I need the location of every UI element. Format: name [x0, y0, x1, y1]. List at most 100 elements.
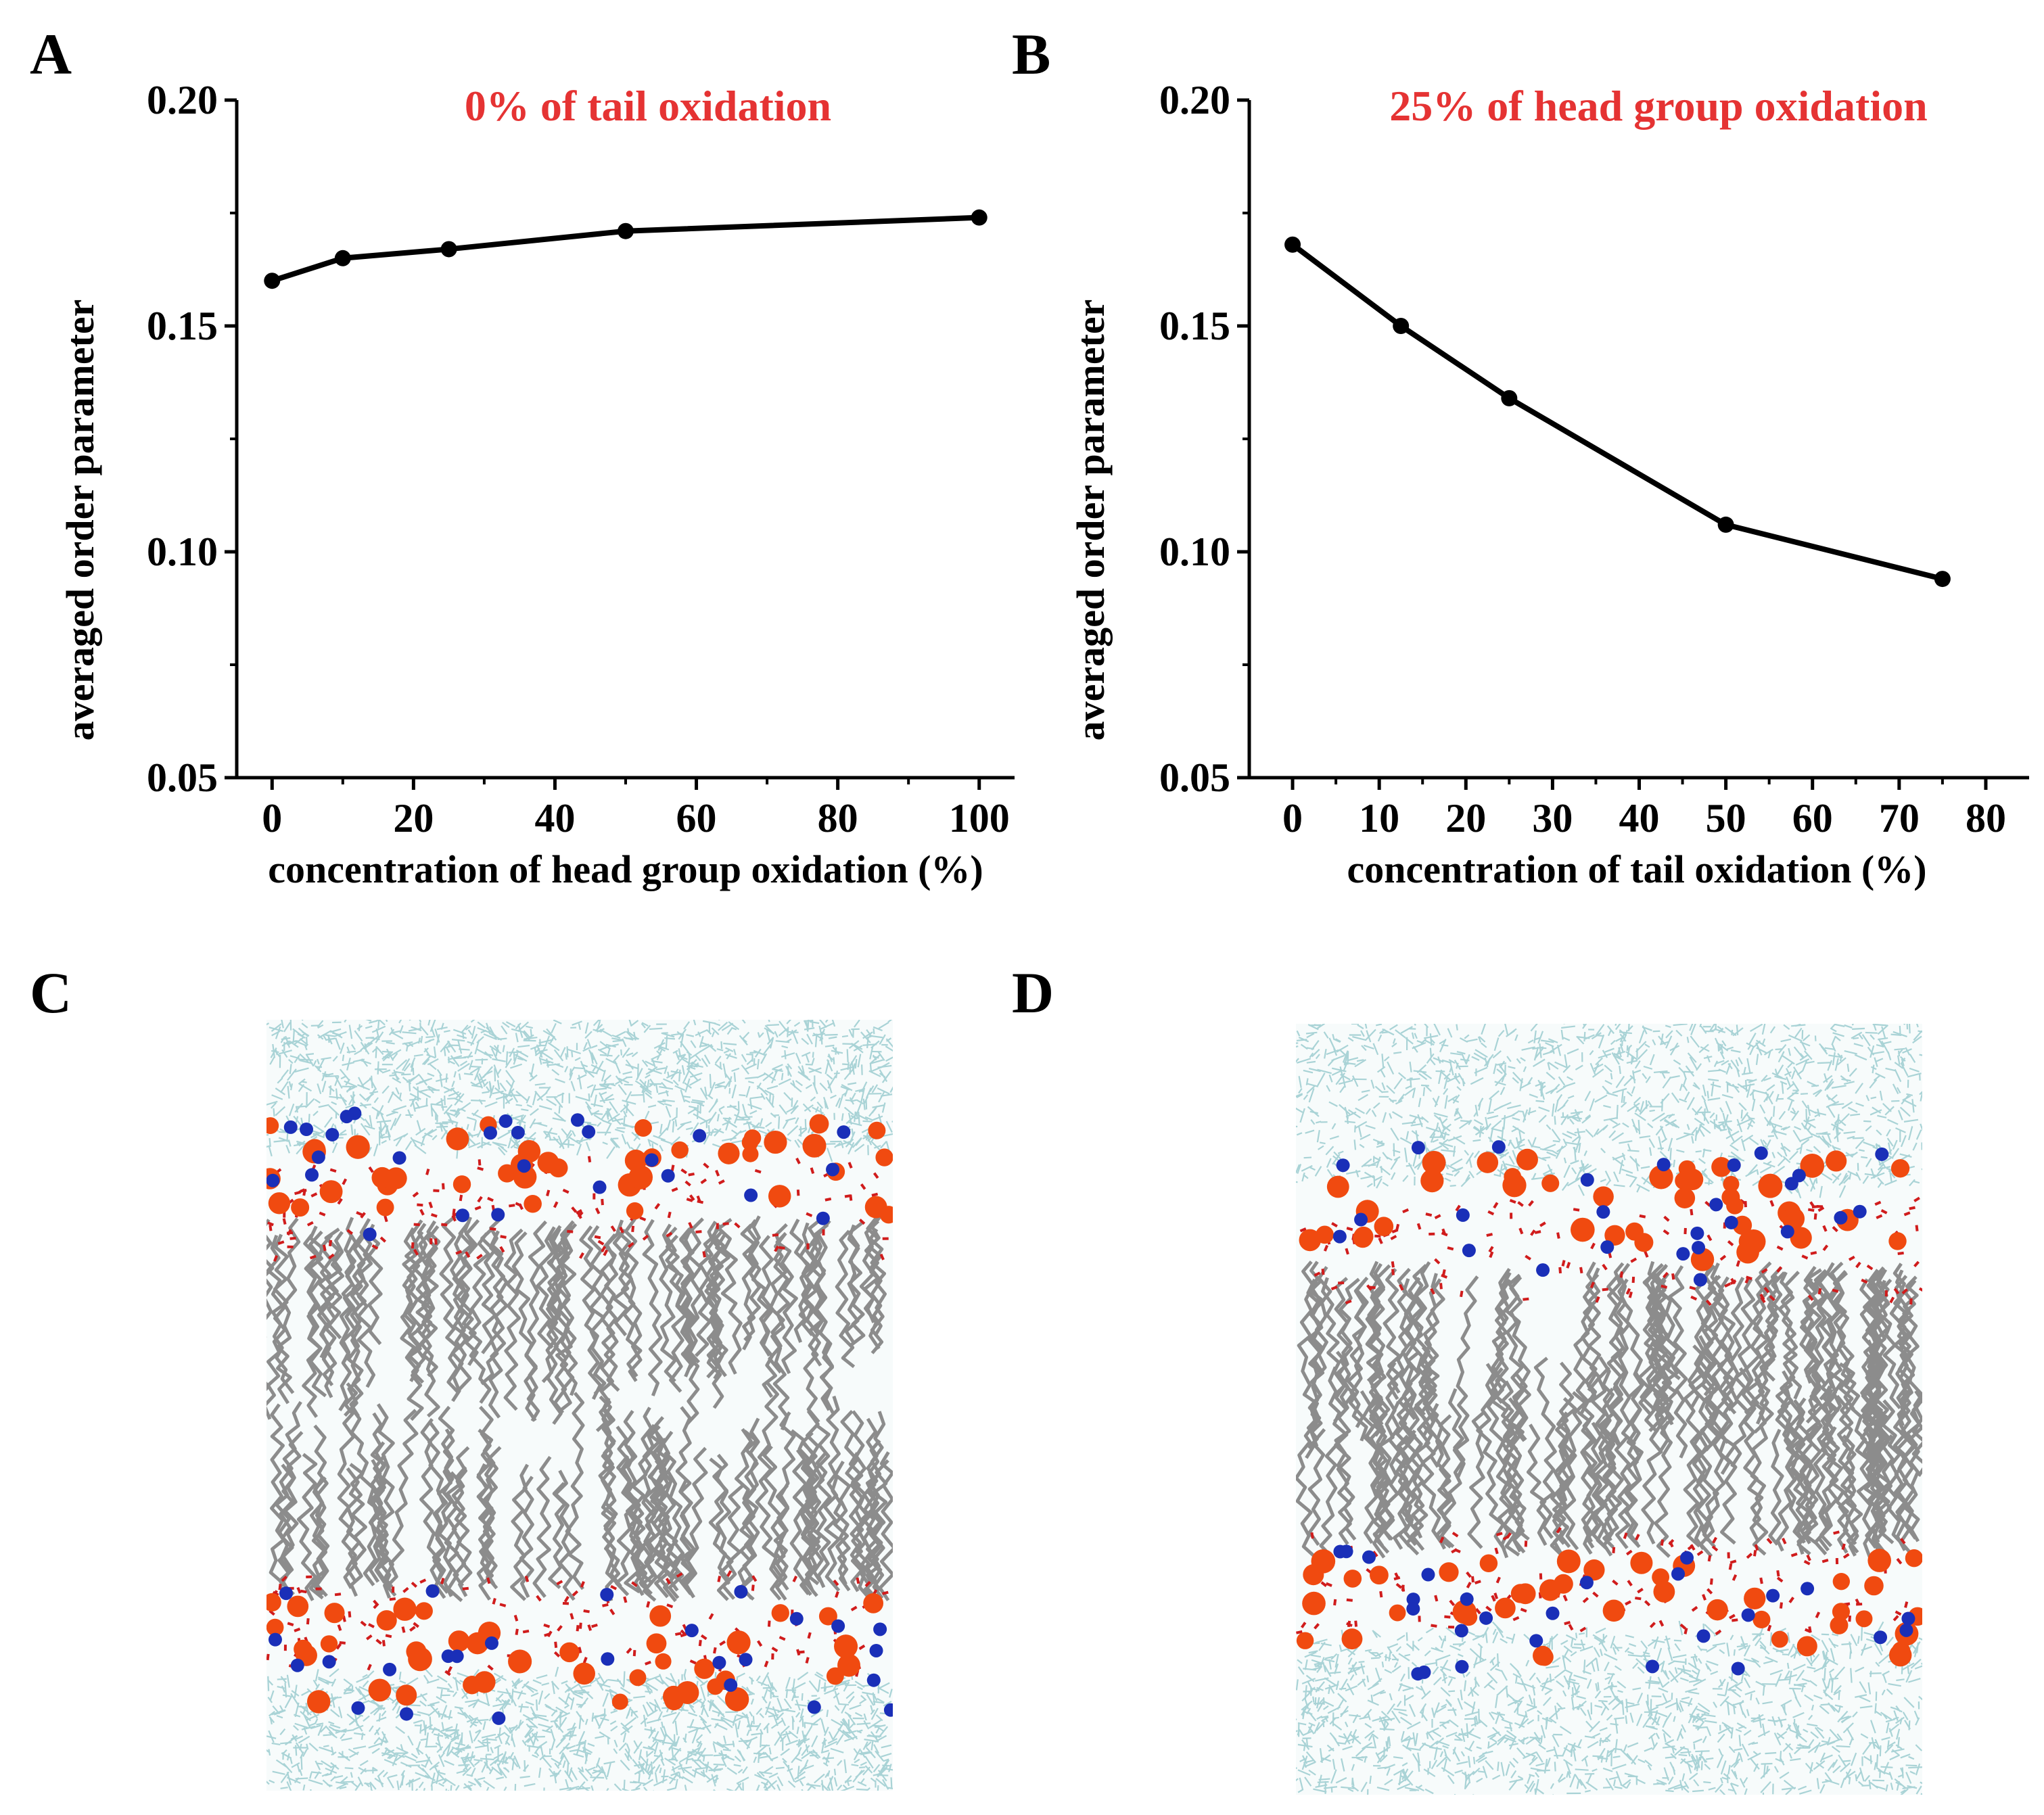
- water-stroke: [308, 1114, 310, 1123]
- water-stroke: [1736, 1024, 1739, 1035]
- water-stroke: [733, 1111, 740, 1124]
- water-stroke: [649, 1078, 656, 1087]
- water-stroke: [281, 1037, 291, 1041]
- water-stroke: [586, 1766, 596, 1772]
- water-stroke: [310, 1724, 321, 1730]
- lipid-tail: [802, 1235, 820, 1423]
- water-stroke: [266, 1100, 278, 1106]
- water-stroke: [1708, 1078, 1719, 1082]
- water-stroke: [452, 1029, 467, 1035]
- y-tick-label-a: 0.20: [147, 78, 218, 122]
- water-stroke: [1849, 1173, 1852, 1180]
- water-stroke: [678, 1069, 681, 1082]
- water-stroke: [529, 1118, 536, 1129]
- nitrogen-atom: [279, 1586, 293, 1601]
- lipid-tail: [338, 1235, 357, 1412]
- data-point-b: [1393, 318, 1410, 334]
- water-stroke: [1356, 1757, 1364, 1762]
- water-stroke: [318, 1030, 332, 1039]
- water-stroke: [384, 1747, 398, 1757]
- water-stroke: [1324, 1683, 1339, 1690]
- water-stroke: [1424, 1661, 1437, 1666]
- water-stroke: [597, 1122, 602, 1127]
- water-stroke: [1784, 1071, 1792, 1077]
- y-tick-label-b: 0.10: [1159, 529, 1230, 574]
- water-stroke: [555, 1706, 568, 1715]
- water-stroke: [511, 1028, 526, 1034]
- oxygen-stick: [554, 1641, 558, 1648]
- water-stroke: [360, 1041, 370, 1052]
- water-stroke: [321, 1081, 327, 1093]
- phosphate-atom: [376, 1198, 394, 1217]
- water-stroke: [333, 1031, 347, 1037]
- water-stroke: [1670, 1753, 1677, 1760]
- oxygen-stick: [577, 1212, 582, 1219]
- water-stroke: [1645, 1681, 1660, 1684]
- water-stroke: [1834, 1666, 1846, 1679]
- water-stroke: [836, 1141, 851, 1147]
- water-stroke: [332, 1728, 347, 1733]
- x-tick-label-b: 50: [1706, 796, 1746, 841]
- water-stroke: [1653, 1636, 1659, 1649]
- water-stroke: [1869, 1079, 1878, 1089]
- water-stroke: [1709, 1112, 1715, 1118]
- water-stroke: [439, 1075, 443, 1087]
- water-stroke: [781, 1717, 787, 1726]
- water-stroke: [1621, 1102, 1627, 1108]
- water-stroke: [1686, 1124, 1690, 1130]
- water-stroke: [294, 1722, 308, 1728]
- water-stroke: [509, 1137, 519, 1148]
- snapshot-c: [266, 1020, 893, 1791]
- water-stroke: [1641, 1177, 1654, 1187]
- water-stroke: [1803, 1119, 1817, 1129]
- oxygen-stick: [609, 1608, 615, 1616]
- water-stroke: [538, 1690, 544, 1705]
- water-stroke: [1726, 1046, 1734, 1050]
- phosphate-atom: [626, 1202, 644, 1220]
- water-stroke: [321, 1056, 331, 1060]
- water-stroke: [411, 1138, 425, 1146]
- water-stroke: [820, 1783, 829, 1791]
- water-stroke: [1781, 1081, 1784, 1094]
- water-stroke: [1379, 1728, 1395, 1731]
- lipid-tail: [416, 1223, 438, 1340]
- oxygen-stick: [428, 1201, 434, 1208]
- water-stroke: [1524, 1784, 1530, 1790]
- water-stroke: [869, 1054, 881, 1065]
- water-stroke: [877, 1785, 879, 1791]
- oxygen-stick: [442, 1183, 445, 1189]
- water-stroke: [864, 1739, 879, 1743]
- water-stroke: [854, 1111, 856, 1123]
- water-stroke: [511, 1733, 513, 1741]
- water-stroke: [296, 1764, 300, 1772]
- water-stroke: [674, 1778, 678, 1789]
- water-stroke: [325, 1767, 338, 1774]
- lipid-tail: [439, 1215, 460, 1394]
- water-stroke: [1454, 1739, 1463, 1741]
- water-stroke: [843, 1139, 854, 1147]
- water-stroke: [1296, 1181, 1298, 1183]
- water-stroke: [503, 1767, 509, 1772]
- oxygen-stick: [477, 1196, 483, 1203]
- oxygen-stick: [452, 1208, 456, 1215]
- oxygen-stick: [700, 1634, 707, 1641]
- water-stroke: [1485, 1760, 1494, 1770]
- water-stroke: [1610, 1072, 1613, 1080]
- water-stroke: [1890, 1783, 1894, 1790]
- water-stroke: [1765, 1656, 1778, 1663]
- water-stroke: [635, 1783, 642, 1789]
- water-stroke: [642, 1778, 654, 1787]
- water-stroke: [734, 1114, 745, 1120]
- water-stroke: [860, 1087, 866, 1102]
- lipid-tail: [296, 1453, 318, 1601]
- water-stroke: [515, 1090, 528, 1102]
- water-stroke: [841, 1091, 847, 1096]
- oxygen-stick: [879, 1253, 885, 1260]
- water-stroke: [1688, 1662, 1701, 1672]
- water-stroke: [879, 1034, 886, 1045]
- water-stroke: [593, 1087, 607, 1091]
- water-stroke: [846, 1049, 849, 1062]
- water-stroke: [526, 1104, 533, 1108]
- water-stroke: [1523, 1066, 1527, 1072]
- water-stroke: [881, 1070, 891, 1083]
